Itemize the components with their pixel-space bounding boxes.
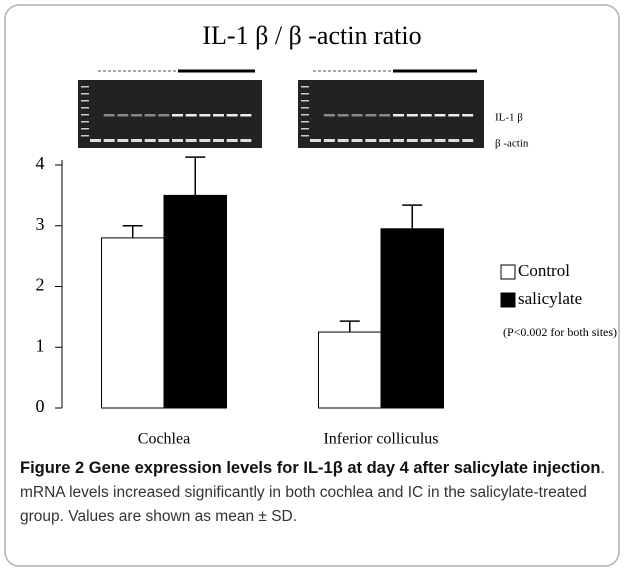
gel-band (172, 114, 183, 117)
gel-band (448, 114, 460, 117)
gel-band (337, 139, 349, 142)
caption-text: . mRNA levels increased significantly in… (20, 460, 605, 525)
gel-band (420, 114, 432, 117)
gel-band (158, 114, 170, 117)
chart-title: IL-1 β / β -actin ratio (202, 21, 421, 50)
gel-ladder (81, 128, 89, 130)
gel-band (90, 139, 101, 142)
frame (4, 4, 620, 567)
gel-band (393, 114, 404, 117)
gel-band (213, 114, 224, 117)
gel-band (310, 139, 321, 142)
gel-band (226, 114, 238, 117)
gel-band (117, 114, 129, 117)
gel-band (144, 114, 156, 117)
gel-band (379, 114, 391, 117)
x-tick-label: Cochlea (138, 431, 190, 448)
gel-band (393, 139, 404, 142)
gel-band (199, 114, 211, 117)
gel-band (420, 139, 432, 142)
gel-band (158, 139, 170, 142)
legend-label: salicylate (518, 289, 582, 308)
gel-band (103, 139, 115, 142)
gel-ladder (301, 135, 309, 137)
gel-ladder (301, 107, 309, 109)
gel-label: IL-1 β (495, 112, 523, 124)
error-bar (185, 156, 206, 196)
legend-swatch (500, 264, 516, 280)
error-bar (402, 204, 423, 229)
y-tick-label: 3 (36, 214, 45, 234)
gel-ladder (81, 100, 89, 102)
gel-ladder (301, 128, 309, 130)
y-tick-label: 2 (36, 275, 45, 295)
error-bar (122, 225, 143, 238)
gel-band (365, 139, 377, 142)
gel-ladder (301, 100, 309, 102)
gel-ladder (301, 93, 309, 95)
gel-band (226, 139, 238, 142)
gel-band (365, 114, 377, 117)
note: (P<0.002 for both sites) (503, 325, 617, 339)
gel-band (240, 114, 252, 117)
gel-ladder (301, 86, 309, 88)
y-tick-label: 4 (36, 153, 45, 173)
gel-ladder (81, 135, 89, 137)
gel-band (323, 139, 335, 142)
gel-band (434, 114, 446, 117)
gel-ladder (301, 114, 309, 116)
gel-left (78, 69, 262, 148)
gel-band (379, 139, 391, 142)
gel-band (406, 114, 418, 117)
gel-band (462, 114, 474, 117)
gel-band (172, 139, 183, 142)
gel-band (240, 139, 252, 142)
bar (163, 194, 227, 409)
gel-band (462, 139, 474, 142)
gel-ladder (81, 114, 89, 116)
gel-band (351, 114, 363, 117)
gel-band (131, 139, 142, 142)
gel-band (117, 139, 129, 142)
gel-band (448, 139, 460, 142)
gel-band (185, 139, 197, 142)
caption-title: Figure 2 Gene expression levels for IL-1… (20, 459, 601, 477)
caption: Figure 2 Gene expression levels for IL-1… (20, 456, 610, 529)
gel-band (185, 114, 197, 117)
y-tick-label: 0 (36, 396, 45, 416)
gel-label: β -actin (495, 138, 529, 150)
gel-band (323, 114, 335, 117)
gel-band (337, 114, 349, 117)
gel-right (298, 69, 484, 148)
gel-band (351, 139, 363, 142)
gel-band (103, 114, 115, 117)
gel-band (144, 139, 156, 142)
bar (380, 228, 444, 409)
x-tick-label: Inferior colliculus (323, 431, 438, 448)
gel-band (131, 114, 142, 117)
gel-band (213, 139, 224, 142)
legend-swatch (500, 292, 516, 308)
gel-ladder (81, 107, 89, 109)
y-tick-label: 1 (36, 335, 45, 355)
gel-band (434, 139, 446, 142)
error-bar (339, 320, 360, 333)
bar (101, 237, 165, 409)
bar (318, 331, 382, 409)
gel-ladder (81, 93, 89, 95)
gel-ladder (301, 121, 309, 123)
gel-ladder (81, 121, 89, 123)
gel-ladder (81, 86, 89, 88)
gel-band (199, 139, 211, 142)
gel-band (406, 139, 418, 142)
legend-label: Control (518, 261, 570, 280)
